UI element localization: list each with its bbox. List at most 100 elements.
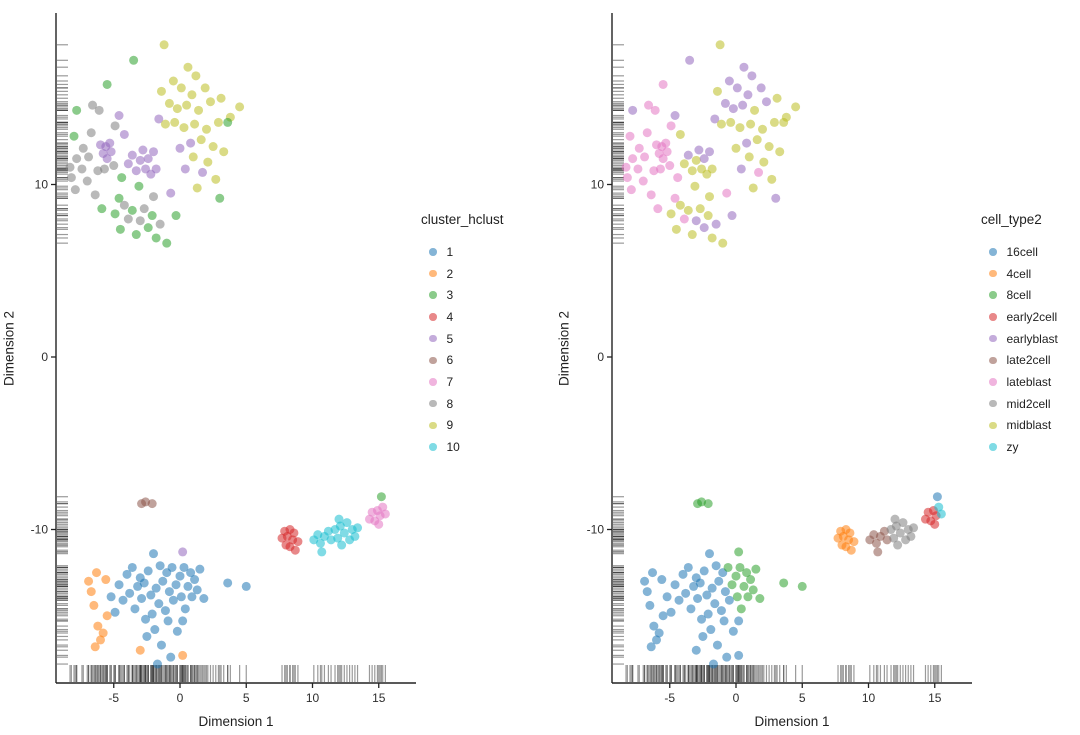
data-point <box>114 111 124 120</box>
data-point <box>662 592 672 602</box>
data-point <box>166 188 176 198</box>
data-point <box>202 124 211 134</box>
data-point <box>213 117 223 127</box>
data-point <box>712 640 722 650</box>
data-point <box>139 204 149 214</box>
data-point <box>685 55 695 65</box>
data-point <box>743 592 753 602</box>
data-point <box>122 569 132 579</box>
data-point <box>871 538 881 548</box>
data-point <box>764 142 774 152</box>
data-point <box>194 105 204 115</box>
data-point <box>898 518 908 528</box>
data-point <box>662 147 672 157</box>
data-point <box>678 569 688 579</box>
data-point <box>200 83 210 93</box>
legend-entry: 2 <box>421 263 504 285</box>
data-point <box>176 83 186 93</box>
legend-key-dot <box>989 291 997 299</box>
data-point <box>170 117 180 127</box>
data-point <box>94 105 104 115</box>
y-tick-label: 0 <box>597 350 604 364</box>
data-point <box>69 131 79 141</box>
data-point <box>156 640 166 650</box>
legend-entry-label: 16cell <box>1006 244 1038 259</box>
data-point <box>203 157 213 167</box>
legend-entry: 4 <box>421 306 504 328</box>
data-point <box>334 514 344 524</box>
legend-key-dot <box>989 356 997 365</box>
data-point <box>380 509 390 519</box>
data-point <box>779 117 789 127</box>
data-point <box>640 576 650 586</box>
y-tick-label: 0 <box>41 350 48 364</box>
x-tick-label: 15 <box>928 691 942 705</box>
data-point <box>622 173 632 183</box>
data-point <box>705 192 714 202</box>
legend-key-dot <box>429 378 437 386</box>
data-point <box>728 626 738 636</box>
data-point <box>211 174 221 184</box>
data-point <box>110 209 120 219</box>
data-point <box>873 547 883 557</box>
data-point <box>147 499 157 509</box>
data-point <box>155 219 165 229</box>
data-point <box>186 568 196 578</box>
legend-key-dot <box>989 334 997 343</box>
data-point <box>695 578 705 588</box>
data-point <box>679 214 689 224</box>
legend-key-dot <box>429 291 437 299</box>
legend-entry: 9 <box>421 415 504 437</box>
data-point <box>180 604 190 614</box>
data-point <box>689 581 699 591</box>
x-axis-title-left: Dimension 1 <box>198 714 274 729</box>
data-point <box>376 492 386 502</box>
legend-entry-label: earlyblast <box>1006 331 1058 346</box>
data-point <box>149 147 158 157</box>
data-point <box>621 162 631 172</box>
data-point <box>208 142 218 152</box>
x-tick-label: 0 <box>733 691 740 705</box>
data-point <box>149 192 158 202</box>
data-point <box>705 147 714 157</box>
data-point <box>690 181 700 191</box>
data-point <box>661 138 671 148</box>
data-point <box>219 147 229 157</box>
data-point <box>670 111 680 120</box>
data-point <box>339 528 349 538</box>
data-point <box>178 547 188 557</box>
data-point <box>712 86 722 96</box>
data-point <box>151 233 161 243</box>
data-point <box>131 230 141 240</box>
legend-entry: late2cell <box>981 349 1058 371</box>
data-point <box>102 154 112 164</box>
data-point <box>147 609 157 619</box>
data-point <box>101 575 111 585</box>
data-point <box>889 533 899 543</box>
data-point <box>135 155 145 165</box>
data-point <box>378 502 388 512</box>
data-point <box>652 635 661 645</box>
legend-entry: lateblast <box>981 371 1058 393</box>
data-point <box>703 499 713 509</box>
data-point <box>195 564 205 574</box>
data-point <box>191 71 201 81</box>
legend-key-dot <box>989 378 997 386</box>
data-point <box>634 143 644 153</box>
data-point <box>736 604 746 614</box>
legend-title: cell_type2 <box>981 212 1042 227</box>
data-point <box>139 578 149 588</box>
data-point <box>86 587 96 597</box>
data-point <box>196 135 206 145</box>
data-point <box>109 161 119 171</box>
data-point <box>137 594 147 603</box>
data-point <box>241 581 251 591</box>
data-point <box>142 631 152 641</box>
data-point <box>687 166 697 176</box>
data-point <box>751 564 761 574</box>
data-point <box>160 119 170 129</box>
data-point <box>909 523 919 533</box>
data-point <box>135 645 145 655</box>
data-point <box>691 155 701 165</box>
